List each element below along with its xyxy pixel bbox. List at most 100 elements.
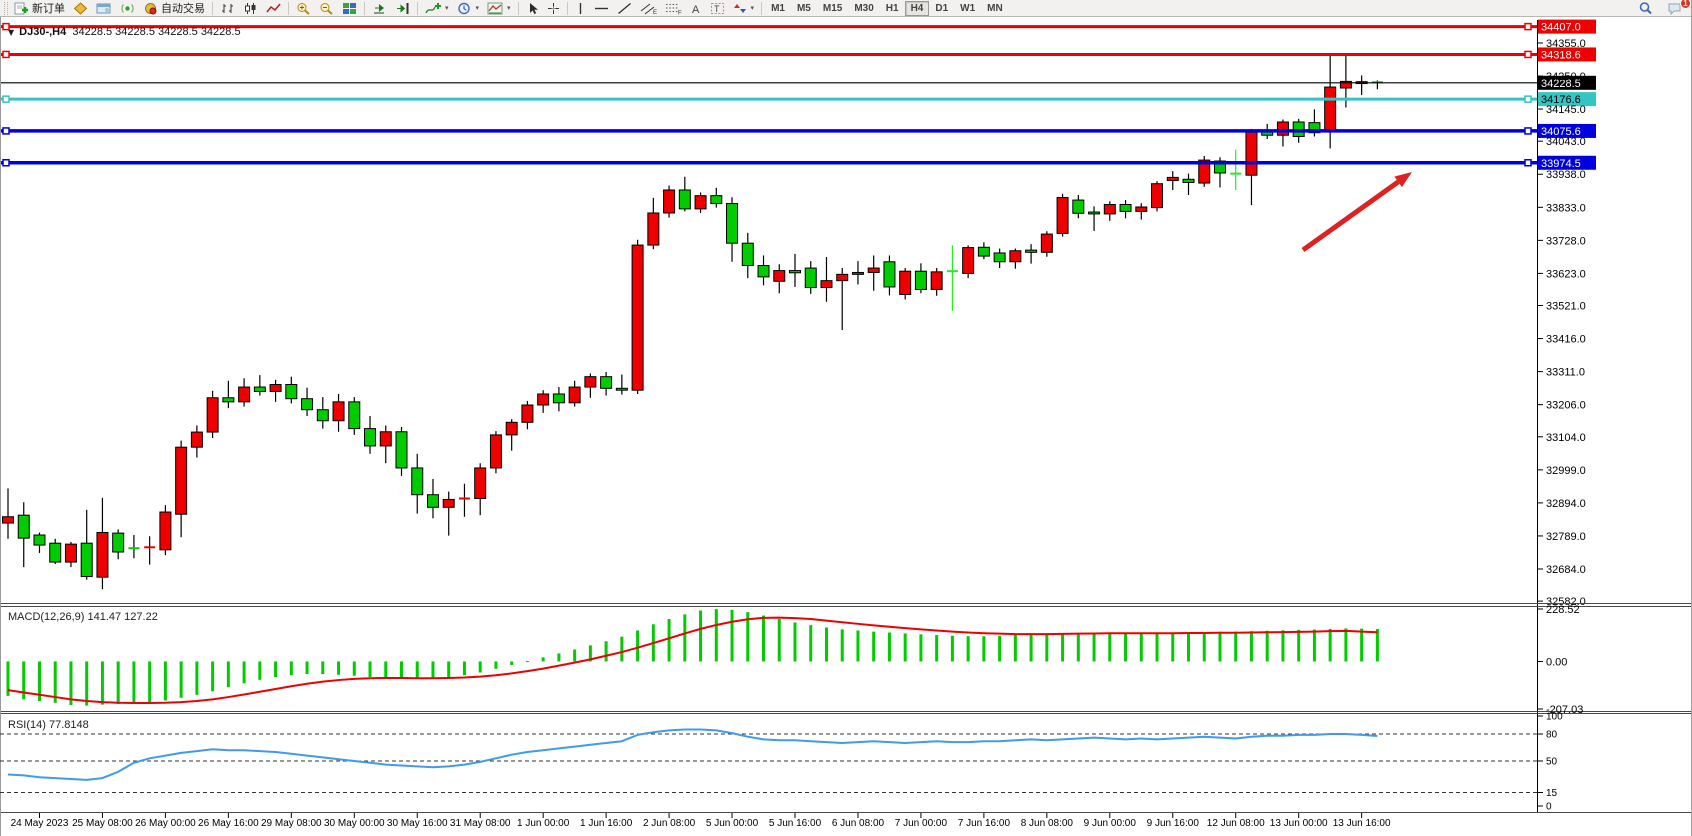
hline-anchor-marker[interactable] bbox=[1524, 95, 1532, 103]
search-icon bbox=[1638, 1, 1653, 15]
hline-34407.0[interactable]: 34407.0 bbox=[0, 19, 1596, 34]
chart-canvas[interactable]: 34407.0 34318.6 34176.6 34075.6 33974.5 34228… bbox=[0, 17, 1692, 836]
hline-anchor-marker[interactable] bbox=[1524, 127, 1532, 135]
ohlc-quote-label: 34228.5 34228.5 34228.5 34228.5 bbox=[72, 26, 241, 38]
svg-text:50: 50 bbox=[1546, 757, 1558, 768]
terminal-button[interactable] bbox=[92, 1, 116, 16]
candlestick-chart-button[interactable] bbox=[239, 1, 262, 16]
rsi-label: RSI(14) 77.8148 bbox=[8, 719, 89, 731]
timeframe-button-h1[interactable]: H1 bbox=[885, 2, 899, 14]
svg-text:0: 0 bbox=[1546, 802, 1552, 813]
svg-text:34318.6: 34318.6 bbox=[1541, 49, 1581, 61]
templates-button[interactable]: ▾ bbox=[483, 1, 515, 16]
svg-text:228.52: 228.52 bbox=[1546, 604, 1580, 616]
svg-text:34043.0: 34043.0 bbox=[1546, 136, 1586, 148]
chart-area[interactable]: ▼ DJ30-,H4 34228.5 34228.5 34228.5 34228… bbox=[0, 17, 1692, 836]
svg-text:26 May 16:00: 26 May 16:00 bbox=[198, 818, 259, 829]
hline-anchor-marker[interactable] bbox=[1524, 159, 1532, 167]
macd-panel: MACD(12,26,9) 141.47 127.22 228.52 0.00 -20… bbox=[6, 604, 1583, 716]
cursor-icon bbox=[526, 2, 539, 15]
timeframe-button-w1[interactable]: W1 bbox=[960, 2, 976, 14]
trend-line-icon bbox=[617, 2, 632, 15]
svg-text:29 May 08:00: 29 May 08:00 bbox=[261, 818, 322, 829]
zoom-out-button[interactable] bbox=[315, 1, 338, 16]
auto-trading-label: 自动交易 bbox=[161, 3, 205, 15]
svg-text:T: T bbox=[714, 4, 720, 14]
signal-button[interactable] bbox=[116, 1, 139, 16]
timeframe-button-m5[interactable]: M5 bbox=[796, 2, 811, 14]
svg-text:34176.6: 34176.6 bbox=[1541, 94, 1581, 106]
bar-chart-icon bbox=[220, 2, 235, 15]
periods-button[interactable]: ▾ bbox=[453, 1, 484, 16]
svg-text:13 Jun 16:00: 13 Jun 16:00 bbox=[1333, 818, 1391, 829]
svg-text:0.00: 0.00 bbox=[1546, 656, 1567, 668]
new-order-button[interactable]: 新订单 bbox=[10, 1, 69, 16]
time-axis[interactable]: 24 May 2023 25 May 08:00 26 May 00:00 26 Ma… bbox=[11, 813, 1391, 829]
chevron-down-icon: ▾ bbox=[445, 4, 449, 12]
svg-text:8 Jun 08:00: 8 Jun 08:00 bbox=[1021, 818, 1074, 829]
profile-button[interactable] bbox=[69, 1, 92, 16]
trend-line-button[interactable] bbox=[613, 1, 636, 16]
vertical-line-button[interactable] bbox=[571, 1, 590, 16]
hline-anchor-marker[interactable] bbox=[2, 22, 10, 31]
search-button[interactable] bbox=[1634, 1, 1657, 16]
trend-arrow-annotation[interactable] bbox=[1301, 172, 1412, 253]
chevron-down-icon: ▾ bbox=[475, 4, 480, 12]
new-order-label: 新订单 bbox=[32, 3, 65, 15]
hline-anchor-marker[interactable] bbox=[2, 95, 10, 103]
fibonacci-button[interactable]: F bbox=[661, 1, 686, 16]
timeframe-button-m30[interactable]: M30 bbox=[854, 2, 874, 14]
notification-badge: 1 bbox=[1680, 0, 1691, 9]
svg-text:12 Jun 08:00: 12 Jun 08:00 bbox=[1207, 818, 1265, 829]
separator bbox=[761, 1, 763, 15]
candlestick-chart-icon bbox=[243, 2, 258, 15]
tile-windows-button[interactable] bbox=[338, 1, 361, 16]
separator bbox=[517, 1, 519, 15]
svg-text:9 Jun 00:00: 9 Jun 00:00 bbox=[1084, 818, 1137, 829]
text-label-button[interactable]: T bbox=[706, 1, 729, 16]
timeframe-button-mn[interactable]: MN bbox=[987, 2, 1003, 14]
hline-anchor-marker[interactable] bbox=[2, 127, 10, 135]
hline-34318.6[interactable]: 34318.6 bbox=[0, 47, 1596, 62]
cursor-button[interactable] bbox=[522, 1, 543, 16]
symbol-dropdown-icon[interactable]: ▼ bbox=[8, 27, 15, 37]
arrows-button[interactable]: ▾ bbox=[729, 1, 759, 16]
hline-33974.5[interactable]: 33974.5 bbox=[0, 155, 1596, 170]
svg-text:32894.0: 32894.0 bbox=[1546, 498, 1586, 510]
equidistant-channel-icon: E bbox=[640, 2, 657, 15]
crosshair-button[interactable] bbox=[543, 1, 564, 16]
svg-text:5 Jun 16:00: 5 Jun 16:00 bbox=[769, 818, 822, 829]
indicators-button[interactable]: ▾ bbox=[421, 1, 453, 16]
svg-text:5 Jun 00:00: 5 Jun 00:00 bbox=[706, 818, 759, 829]
hline-anchor-marker[interactable] bbox=[1524, 50, 1532, 59]
panel-separators[interactable] bbox=[0, 17, 1692, 836]
bar-chart-button[interactable] bbox=[216, 1, 239, 16]
timeframe-button-h4[interactable]: H4 bbox=[904, 0, 930, 16]
horizontal-line-button[interactable] bbox=[590, 1, 613, 16]
timeframe-button-m1[interactable]: M1 bbox=[771, 2, 785, 14]
hline-34176.6[interactable]: 34176.6 bbox=[0, 92, 1596, 107]
chat-button[interactable]: 1 bbox=[1663, 0, 1691, 16]
hline-34075.6[interactable]: 34075.6 bbox=[0, 123, 1596, 138]
zoom-in-button[interactable] bbox=[292, 1, 315, 16]
text-button[interactable]: A bbox=[686, 1, 706, 16]
svg-text:33974.5: 33974.5 bbox=[1541, 158, 1581, 170]
periods-icon bbox=[457, 2, 472, 15]
hline-anchor-marker[interactable] bbox=[1524, 22, 1532, 31]
timeframe-button-m15[interactable]: M15 bbox=[822, 2, 843, 14]
timeframe-button-d1[interactable]: D1 bbox=[935, 2, 949, 14]
equidistant-channel-button[interactable]: E bbox=[636, 1, 661, 16]
auto-scroll-icon bbox=[372, 2, 387, 15]
auto-scroll-button[interactable] bbox=[368, 1, 391, 16]
chart-shift-button[interactable] bbox=[391, 1, 414, 16]
separator bbox=[417, 1, 418, 15]
price-axis[interactable]: 34355.0 34250.0 34145.0 34043.0 33938.0 33833… bbox=[1537, 20, 1586, 812]
line-chart-button[interactable] bbox=[262, 1, 285, 16]
hline-anchor-marker[interactable] bbox=[2, 159, 10, 167]
svg-text:30 May 16:00: 30 May 16:00 bbox=[387, 818, 448, 829]
auto-trading-button[interactable]: 自动交易 bbox=[139, 1, 209, 16]
svg-text:A: A bbox=[692, 4, 700, 15]
svg-text:34407.0: 34407.0 bbox=[1541, 22, 1581, 34]
hline-anchor-marker[interactable] bbox=[2, 50, 10, 59]
toolbar: 新订单 自动交易 ▾ ▾ ▾ E F A T ▾ bbox=[0, 0, 1691, 17]
